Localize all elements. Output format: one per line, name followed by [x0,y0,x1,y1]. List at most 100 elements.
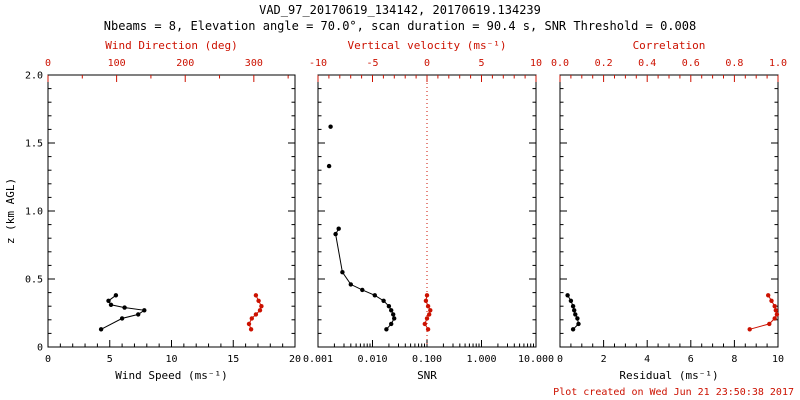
data-point [340,270,345,275]
data-point [428,308,433,313]
data-point [422,321,427,327]
vertical-velocity-series [422,293,433,332]
data-point [113,293,119,298]
data-point [119,316,125,321]
data-point [570,304,576,309]
data-point [767,321,772,327]
data-point [328,124,333,129]
y-tick-label: 1.5 [25,139,43,150]
data-point [572,308,577,313]
data-point [381,298,386,303]
snr-panel: 0.001 0.010 0.100 1.000 10.000 SNR -10 -5 0 5 10 Ve… [303,39,554,382]
data-point [424,316,430,321]
wind-direction-series [246,293,264,332]
x-tick-label: 0.010 [357,354,387,365]
data-point [348,282,353,287]
data-point [106,298,111,303]
y-tick-label: 0 [37,343,43,354]
data-point [425,304,431,309]
data-point [259,304,264,309]
data-point [427,312,432,317]
data-point [568,298,574,303]
residual-panel: 0 2 4 6 8 10 Residual (ms⁻¹) 0.0 0.2 0.4 0.6 0.8 1.0… [551,39,787,382]
plot-title: VAD_97_20170619_134142, 20170619.134239 [259,3,541,17]
bottom-axis-title: Wind Speed (ms⁻¹) [115,369,228,382]
x-tick-label: 8 [731,354,737,365]
bottom-axis-title: Residual (ms⁻¹) [619,369,718,382]
snr-series [326,124,397,332]
data-point [360,287,365,293]
plot-frame [47,74,296,348]
data-point [122,305,127,310]
x-tick-label: 10 [772,354,784,365]
x-tick-label: 20 [289,354,301,365]
top-axis-title: Vertical velocity (ms⁻¹) [348,39,507,52]
x-tick-label: 0 [557,354,563,365]
data-point [575,316,580,321]
data-point [248,327,254,332]
data-point [256,298,261,303]
y-axis-title: z (km AGL) [4,178,17,244]
top-tick-label: 0.8 [725,58,743,69]
top-tick-label: 0.6 [682,58,700,69]
data-point [257,308,263,313]
top-tick-label: 5 [478,58,484,69]
x-tick-label: 10 [165,354,177,365]
data-point [772,304,777,309]
data-point [336,226,341,231]
plot-subtitle: Nbeams = 8, Elevation angle = 70.0°, sca… [103,19,697,33]
top-tick-label: 200 [176,58,194,69]
data-point [772,316,777,321]
data-point [570,327,576,332]
top-tick-label: 1.0 [769,58,787,69]
x-tick-label: 15 [227,354,239,365]
data-point [391,312,396,317]
y-tick-label: 0.5 [25,275,43,286]
x-tick-label: 6 [688,354,694,365]
data-point [389,308,394,313]
data-point [372,293,377,298]
data-point [249,316,254,321]
data-point [774,312,780,317]
data-point [389,321,394,327]
y-tick-label: 1.0 [25,207,43,218]
top-axis-title: Wind Direction (deg) [105,39,237,52]
x-tick-label: 5 [107,354,113,365]
top-tick-label: -5 [366,58,378,69]
data-point [576,321,581,327]
data-point [747,327,752,332]
data-point [253,293,259,298]
x-tick-label: 10.000 [518,354,554,365]
series-line [335,228,395,330]
data-point [769,298,774,303]
top-tick-label: 0 [424,58,430,69]
plot-frame [559,74,779,348]
top-tick-label: 10 [530,58,542,69]
data-point [108,302,114,307]
residual-series [565,293,581,332]
x-tick-label: 2 [601,354,607,365]
x-tick-label: 0 [45,354,51,365]
top-tick-label: 300 [245,58,263,69]
top-tick-label: 0.2 [595,58,613,69]
top-tick-label: -10 [309,58,327,69]
data-point [246,321,252,327]
data-point [766,293,771,298]
top-axis-title: Correlation [633,39,706,52]
wind-panel: 0 5 10 15 20 Wind Speed (ms⁻¹) 0 100 200 300 Wind … [4,39,301,382]
x-tick-label: 0.001 [303,354,333,365]
top-tick-label: 0.0 [551,58,569,69]
data-point [392,316,397,321]
data-point [423,298,429,303]
top-tick-label: 0.4 [638,58,656,69]
data-point [136,312,141,317]
x-tick-label: 0.100 [412,354,442,365]
data-point [773,308,778,313]
data-point [573,312,578,317]
x-tick-label: 4 [644,354,650,365]
data-point [98,327,104,332]
top-tick-label: 0 [45,58,51,69]
y-tick-label: 2.0 [25,71,43,82]
